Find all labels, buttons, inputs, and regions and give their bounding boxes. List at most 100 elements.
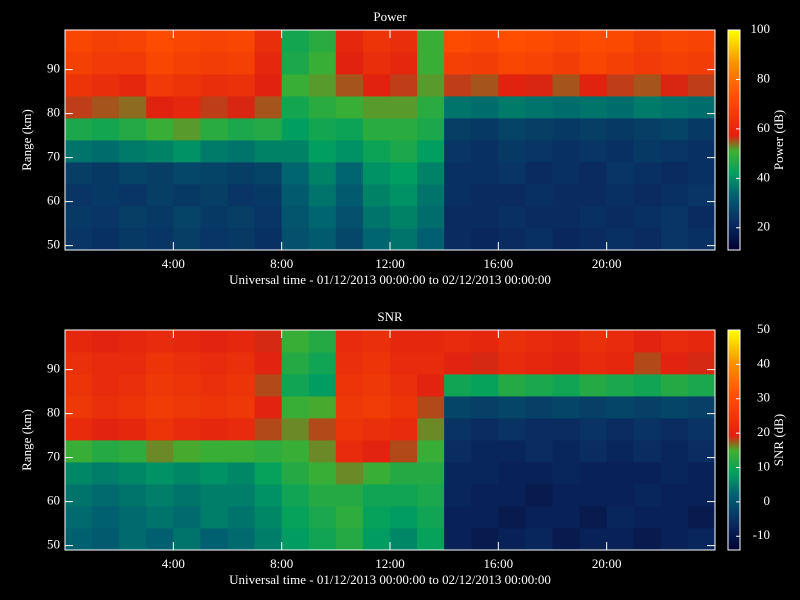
heatmap-cell: [552, 352, 580, 375]
heatmap-cell: [254, 506, 283, 529]
heatmap-cell: [281, 206, 310, 229]
heatmap-cell: [390, 74, 418, 97]
heatmap-cell: [92, 352, 120, 375]
heatmap-cell: [227, 206, 255, 229]
heatmap-cell: [281, 30, 310, 53]
heatmap-cell: [525, 184, 553, 207]
heatmap-cell: [362, 228, 391, 251]
heatmap-cell: [498, 184, 526, 207]
heatmap-cell: [606, 184, 635, 207]
heatmap-cell: [552, 96, 580, 119]
heatmap-cell: [65, 52, 93, 75]
heatmap-cell: [444, 118, 472, 141]
heatmap-cell: [119, 396, 147, 419]
heatmap-cell: [281, 52, 310, 75]
heatmap-cell: [254, 352, 283, 375]
heatmap-cell: [525, 528, 553, 551]
heatmap-cell: [579, 440, 608, 463]
heatmap-cell: [417, 506, 445, 529]
heatmap-cell: [119, 228, 147, 251]
heatmap-cell: [227, 30, 255, 53]
heatmap-cell: [579, 52, 608, 75]
heatmap-cell: [579, 206, 608, 229]
heatmap-cell: [606, 418, 635, 441]
heatmap-cell: [362, 140, 391, 163]
heatmap-cell: [308, 418, 337, 441]
heatmap-cell: [173, 484, 201, 507]
heatmap-cell: [390, 30, 418, 53]
heatmap-cell: [146, 462, 174, 485]
heatmap-cell: [606, 330, 635, 353]
heatmap-cell: [606, 140, 635, 163]
heatmap-cell: [660, 462, 689, 485]
heatmap-cell: [606, 118, 635, 141]
heatmap-cell: [335, 140, 364, 163]
heatmap-cell: [119, 528, 147, 551]
colorbar-tick-label: 100: [751, 21, 771, 36]
heatmap-cell: [417, 484, 445, 507]
heatmap-cell: [281, 96, 310, 119]
heatmap-cell: [525, 118, 553, 141]
heatmap-cell: [606, 52, 635, 75]
heatmap-cell: [687, 352, 716, 375]
heatmap-cell: [660, 330, 689, 353]
heatmap-cell: [308, 162, 337, 185]
heatmap-cell: [390, 118, 418, 141]
heatmap-cell: [498, 374, 526, 397]
heatmap-cell: [525, 462, 553, 485]
heatmap-cell: [146, 96, 174, 119]
heatmap-cell: [552, 74, 580, 97]
heatmap-cell: [146, 30, 174, 53]
heatmap-cell: [254, 396, 283, 419]
heatmap-cell: [173, 374, 201, 397]
heatmap-cell: [525, 330, 553, 353]
heatmap-cell: [498, 330, 526, 353]
heatmap-cell: [308, 374, 337, 397]
heatmap-cell: [362, 118, 391, 141]
heatmap-cell: [552, 30, 580, 53]
heatmap-cell: [525, 396, 553, 419]
heatmap-cell: [606, 396, 635, 419]
heatmap-cell: [606, 74, 635, 97]
heatmap-cell: [200, 374, 228, 397]
heatmap-cell: [146, 74, 174, 97]
heatmap-cell: [579, 162, 608, 185]
heatmap-cell: [579, 96, 608, 119]
heatmap-cell: [660, 440, 689, 463]
colorbar-tick-label: 40: [757, 169, 770, 184]
heatmap-cell: [552, 228, 580, 251]
heatmap-cell: [146, 396, 174, 419]
heatmap-cell: [498, 140, 526, 163]
heatmap-cell: [471, 418, 499, 441]
heatmap-cell: [146, 484, 174, 507]
heatmap-cell: [606, 228, 635, 251]
heatmap-cell: [173, 118, 201, 141]
heatmap-cell: [552, 506, 580, 529]
heatmap-cell: [660, 396, 689, 419]
heatmap-cell: [227, 528, 255, 551]
heatmap-cell: [552, 396, 580, 419]
colorbar-tick-label: 20: [757, 424, 770, 439]
heatmap-cell: [362, 462, 391, 485]
heatmap-cell: [471, 30, 499, 53]
y-tick-label: 60: [47, 193, 60, 208]
heatmap-cell: [498, 206, 526, 229]
heatmap-cell: [173, 396, 201, 419]
y-tick-label: 80: [47, 105, 60, 120]
heatmap-cell: [498, 418, 526, 441]
heatmap-cell: [335, 30, 364, 53]
heatmap-cell: [335, 330, 364, 353]
heatmap-cell: [471, 96, 499, 119]
heatmap-cell: [417, 162, 445, 185]
heatmap-cell: [227, 118, 255, 141]
heatmap-cell: [335, 96, 364, 119]
heatmap-cell: [173, 418, 201, 441]
heatmap-cell: [254, 206, 283, 229]
heatmap-cell: [660, 140, 689, 163]
heatmap-cell: [633, 52, 662, 75]
heatmap-cell: [606, 484, 635, 507]
heatmap-cell: [498, 506, 526, 529]
heatmap-cells: [65, 30, 716, 251]
heatmap-cell: [308, 118, 337, 141]
heatmap-cell: [417, 228, 445, 251]
